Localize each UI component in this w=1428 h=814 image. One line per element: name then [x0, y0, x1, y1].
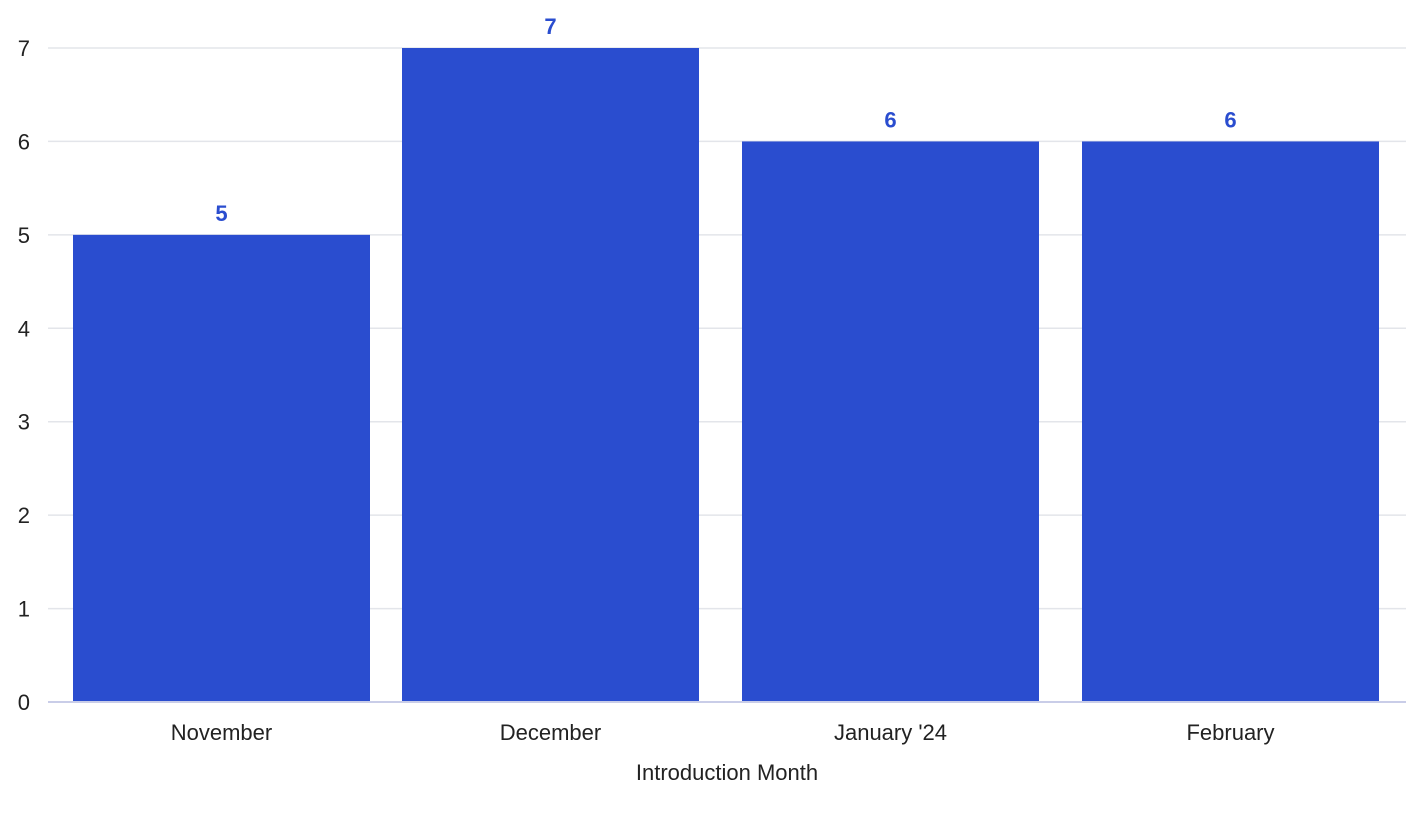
bar-value-label: 7: [544, 14, 556, 39]
bar-value-label: 6: [884, 107, 896, 132]
x-axis-title: Introduction Month: [636, 760, 818, 785]
x-tick-label: December: [500, 720, 601, 745]
y-axis-ticks: 0 1 2 3 4 5 6 7: [18, 36, 30, 715]
x-axis-ticks: November December January '24 February: [171, 720, 1275, 745]
bars: [73, 48, 1379, 702]
bar: [1082, 141, 1379, 702]
y-tick-label: 4: [18, 316, 30, 341]
data-labels: 5 7 6 6: [215, 14, 1236, 226]
bar: [742, 141, 1039, 702]
x-tick-label: November: [171, 720, 272, 745]
bar-value-label: 5: [215, 201, 227, 226]
y-tick-label: 2: [18, 503, 30, 528]
x-tick-label: February: [1186, 720, 1274, 745]
y-tick-label: 3: [18, 410, 30, 435]
y-tick-label: 6: [18, 129, 30, 154]
y-tick-label: 5: [18, 223, 30, 248]
bar: [73, 234, 370, 702]
y-tick-label: 1: [18, 597, 30, 622]
bar: [402, 48, 699, 702]
bar-value-label: 6: [1224, 107, 1236, 132]
y-tick-label: 7: [18, 36, 30, 61]
y-tick-label: 0: [18, 690, 30, 715]
x-tick-label: January '24: [834, 720, 947, 745]
